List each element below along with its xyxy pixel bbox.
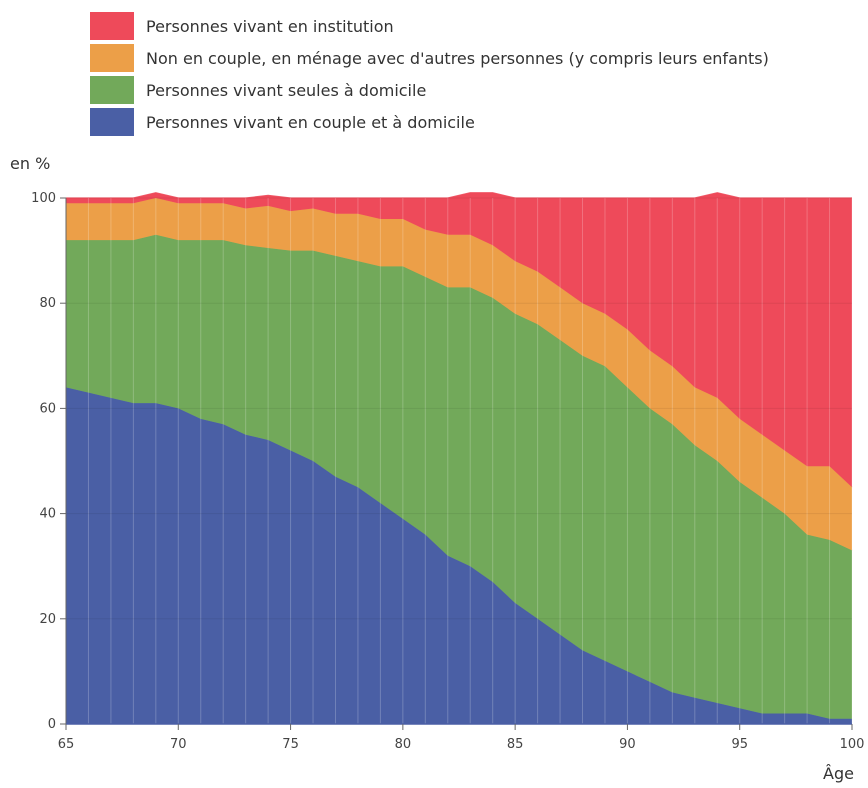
legend-swatch-menage-autres — [90, 44, 134, 72]
legend-swatch-institution — [90, 12, 134, 40]
x-tick-label-0: 65 — [58, 737, 75, 752]
x-tick-label-2: 75 — [282, 737, 299, 752]
x-tick-label-5: 90 — [619, 737, 636, 752]
legend-item-menage-autres[interactable]: Non en couple, en ménage avec d'autres p… — [90, 42, 769, 74]
legend-label-institution: Personnes vivant en institution — [146, 16, 394, 36]
legend-swatch-couple — [90, 108, 134, 136]
y-tick-label-1: 20 — [39, 612, 56, 627]
area-series-3 — [66, 192, 852, 488]
y-axis-label: en % — [10, 154, 51, 173]
x-tick-label-3: 80 — [395, 737, 412, 752]
y-tick-label-2: 40 — [39, 507, 56, 522]
x-tick-label-4: 85 — [507, 737, 524, 752]
legend-item-couple[interactable]: Personnes vivant en couple et à domicile — [90, 106, 769, 138]
x-tick-label-6: 95 — [731, 737, 748, 752]
area-series-0 — [66, 387, 852, 724]
legend-label-couple: Personnes vivant en couple et à domicile — [146, 112, 475, 132]
y-tick-label-5: 100 — [31, 191, 56, 206]
area-edge-3 — [66, 192, 852, 199]
legend-label-menage-autres: Non en couple, en ménage avec d'autres p… — [146, 48, 769, 68]
area-series-1 — [66, 234, 852, 719]
legend: Personnes vivant en institution Non en c… — [90, 10, 769, 138]
x-axis-label: Âge — [823, 764, 854, 783]
legend-swatch-seules — [90, 76, 134, 104]
legend-item-seules[interactable]: Personnes vivant seules à domicile — [90, 74, 769, 106]
legend-label-seules: Personnes vivant seules à domicile — [146, 80, 427, 100]
y-tick-label-3: 60 — [39, 401, 56, 416]
legend-item-institution[interactable]: Personnes vivant en institution — [90, 10, 769, 42]
y-tick-label-0: 0 — [48, 717, 56, 732]
x-tick-label-1: 70 — [170, 737, 187, 752]
y-tick-label-4: 80 — [39, 296, 56, 311]
x-tick-label-7: 100 — [840, 737, 865, 752]
area-series-2 — [66, 198, 852, 551]
